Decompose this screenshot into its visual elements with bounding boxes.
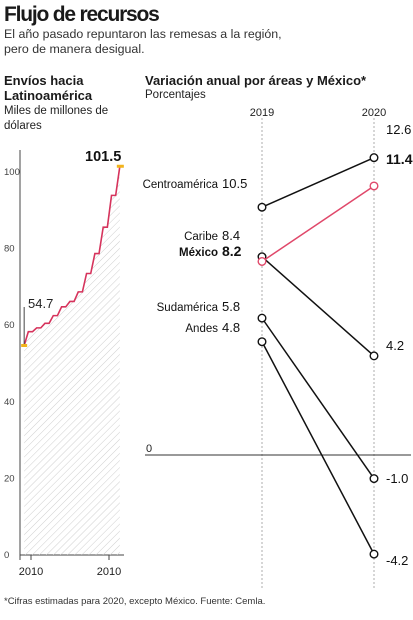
left-ytick-label: 40 [4, 397, 15, 408]
left-ytick-label: 20 [4, 473, 15, 484]
value-2019-centroamerica: 10.5 [222, 176, 247, 191]
point-2019-sudamerica [257, 313, 267, 323]
start-value-label: 54.7 [28, 296, 53, 311]
left-ytick-label: 0 [4, 550, 9, 561]
left-series-line [23, 166, 121, 346]
series-line-caribe [261, 256, 375, 357]
series-line-andes [261, 341, 375, 555]
right-chart-title: Variación anual por áreas y México* [145, 73, 367, 88]
point-2020-sudamerica [369, 474, 379, 484]
value-2020-sudamerica: -1.0 [386, 471, 408, 486]
end-value-label: 101.5 [85, 149, 121, 165]
series-name-andes: Andes [185, 323, 218, 335]
value-2019-caribe: 8.4 [222, 228, 240, 243]
start-marker [21, 343, 28, 347]
value-2019-sudamerica: 5.8 [222, 299, 240, 314]
right-chart-unit: Porcentajes [145, 89, 206, 101]
point-2020-mexico [369, 181, 379, 191]
series-name-centroamerica: Centroamérica [143, 179, 219, 191]
left-xtick-label: 2010 [19, 566, 43, 578]
value-2020-mexico: 11.4 [386, 151, 413, 167]
left-xtick-label: 2010 [97, 566, 121, 578]
point-2020-andes [369, 549, 379, 559]
value-2020-centroamerica: 12.6 [386, 122, 411, 137]
left-ytick-label: 80 [4, 244, 15, 255]
value-2019-andes: 4.8 [222, 320, 240, 335]
page-title: Flujo de recursos [4, 3, 160, 26]
point-2019-andes [257, 337, 267, 347]
series-line-mexico [261, 185, 375, 263]
series-line-centroamerica [261, 156, 375, 208]
point-2020-caribe [369, 351, 379, 361]
year-label-2019: 2019 [250, 107, 274, 119]
zero-label: 0 [146, 443, 152, 455]
value-2019-mexico: 8.2 [222, 243, 242, 259]
value-2020-caribe: 4.2 [386, 338, 404, 353]
value-2020-andes: -4.2 [386, 553, 408, 568]
series-line-sudamerica [261, 317, 375, 480]
point-2020-centroamerica [369, 153, 379, 163]
end-marker [116, 164, 124, 168]
left-chart-title: Envíos hacia Latinoamérica [4, 73, 93, 103]
left-ytick-label: 100 [4, 167, 20, 178]
point-2019-centroamerica [257, 202, 267, 212]
footnote: *Cifras estimadas para 2020, excepto Méx… [4, 596, 266, 607]
point-2019-mexico [257, 256, 267, 266]
left-ytick-label: 60 [4, 320, 15, 331]
left-area-fill [24, 166, 120, 555]
series-name-caribe: Caribe [184, 231, 218, 243]
series-name-sudamerica: Sudamérica [157, 302, 219, 314]
left-chart-unit: Miles de millones de dólares [4, 105, 109, 132]
page-subtitle: El año pasado repuntaron las remesas a l… [4, 27, 282, 56]
series-name-mexico: México [179, 247, 218, 259]
year-label-2020: 2020 [362, 107, 386, 119]
